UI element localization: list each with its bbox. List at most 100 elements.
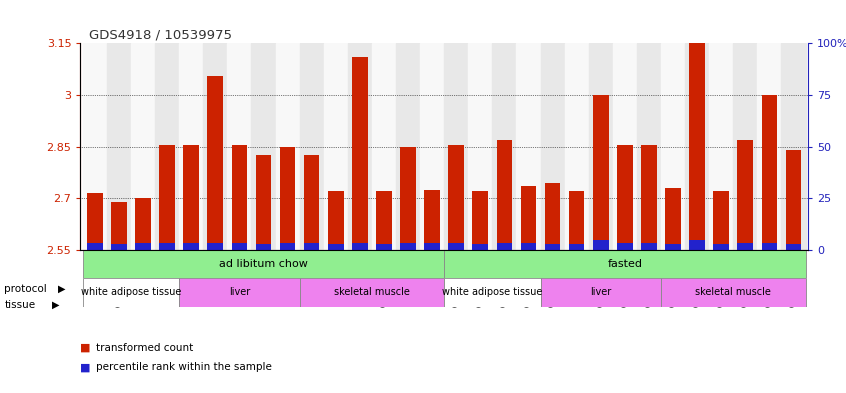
Bar: [661, 43, 685, 250]
Bar: [135, 242, 151, 250]
Bar: [520, 242, 536, 250]
Bar: [444, 43, 468, 250]
Bar: [497, 140, 512, 250]
Bar: [304, 242, 320, 250]
Bar: [111, 244, 127, 250]
Bar: [228, 43, 251, 250]
Bar: [444, 250, 805, 278]
Text: fasted: fasted: [607, 259, 642, 269]
Text: white adipose tissue: white adipose tissue: [80, 287, 181, 298]
Bar: [324, 43, 348, 250]
Bar: [276, 43, 299, 250]
Bar: [689, 241, 705, 250]
Bar: [468, 43, 492, 250]
Bar: [448, 242, 464, 250]
Bar: [352, 57, 368, 250]
Bar: [472, 244, 488, 250]
Bar: [564, 43, 589, 250]
Text: protocol: protocol: [4, 284, 47, 294]
Text: ▶: ▶: [58, 284, 65, 294]
Bar: [593, 95, 608, 250]
Bar: [589, 43, 613, 250]
Bar: [492, 43, 516, 250]
Bar: [376, 191, 392, 250]
Bar: [444, 278, 541, 307]
Bar: [348, 43, 372, 250]
Bar: [352, 242, 368, 250]
Text: percentile rank within the sample: percentile rank within the sample: [96, 362, 272, 373]
Bar: [83, 278, 179, 307]
Text: transformed count: transformed count: [96, 343, 193, 353]
Bar: [497, 242, 512, 250]
Bar: [328, 244, 343, 250]
Bar: [665, 188, 681, 250]
Bar: [685, 43, 709, 250]
Bar: [203, 43, 228, 250]
Bar: [733, 43, 757, 250]
Bar: [155, 43, 179, 250]
Bar: [396, 43, 420, 250]
Bar: [372, 43, 396, 250]
Bar: [299, 278, 444, 307]
Bar: [617, 145, 633, 250]
Text: ■: ■: [80, 343, 91, 353]
Bar: [280, 147, 295, 250]
Bar: [179, 43, 203, 250]
Bar: [232, 145, 247, 250]
Text: skeletal muscle: skeletal muscle: [334, 287, 409, 298]
Bar: [757, 43, 782, 250]
Text: GDS4918 / 10539975: GDS4918 / 10539975: [89, 28, 232, 41]
Text: skeletal muscle: skeletal muscle: [695, 287, 772, 298]
Bar: [255, 244, 272, 250]
Bar: [87, 193, 102, 250]
Bar: [738, 140, 753, 250]
Bar: [425, 190, 440, 250]
Bar: [255, 155, 272, 250]
Bar: [617, 242, 633, 250]
Bar: [159, 145, 175, 250]
Bar: [111, 202, 127, 250]
Bar: [569, 191, 585, 250]
Bar: [520, 186, 536, 250]
Bar: [83, 250, 444, 278]
Bar: [425, 242, 440, 250]
Text: liver: liver: [591, 287, 612, 298]
Bar: [420, 43, 444, 250]
Bar: [637, 43, 661, 250]
Bar: [641, 242, 656, 250]
Text: ▶: ▶: [52, 299, 59, 310]
Bar: [541, 43, 564, 250]
Bar: [83, 43, 107, 250]
Bar: [709, 43, 733, 250]
Bar: [761, 242, 777, 250]
Bar: [782, 43, 805, 250]
Bar: [593, 241, 608, 250]
Bar: [376, 244, 392, 250]
Bar: [184, 145, 199, 250]
Bar: [569, 244, 585, 250]
Bar: [299, 43, 324, 250]
Bar: [761, 95, 777, 250]
Bar: [641, 145, 656, 250]
Bar: [661, 278, 805, 307]
Bar: [786, 244, 801, 250]
Bar: [472, 191, 488, 250]
Bar: [713, 191, 729, 250]
Bar: [159, 242, 175, 250]
Bar: [87, 242, 102, 250]
Bar: [328, 191, 343, 250]
Bar: [689, 0, 705, 250]
Bar: [545, 183, 560, 250]
Bar: [541, 278, 661, 307]
Bar: [280, 242, 295, 250]
Text: liver: liver: [228, 287, 250, 298]
Bar: [251, 43, 276, 250]
Bar: [713, 244, 729, 250]
Bar: [184, 242, 199, 250]
Bar: [135, 198, 151, 250]
Bar: [516, 43, 541, 250]
Bar: [400, 242, 416, 250]
Bar: [207, 76, 223, 250]
Text: ad libitum chow: ad libitum chow: [219, 259, 308, 269]
Bar: [738, 242, 753, 250]
